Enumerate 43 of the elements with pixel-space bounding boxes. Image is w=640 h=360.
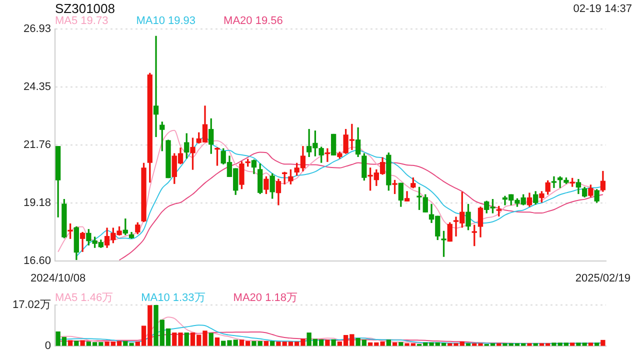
- bar: [184, 332, 189, 346]
- bar: [588, 342, 594, 346]
- text: MA20 1.18万: [233, 291, 298, 305]
- text: MA5 1.46万: [55, 291, 114, 305]
- bar: [386, 340, 391, 346]
- bar: [466, 343, 471, 346]
- y-tick-label: 21.76: [23, 139, 51, 152]
- y-tick-label: 16.60: [23, 254, 51, 267]
- bar: [325, 340, 330, 346]
- bar: [398, 342, 404, 346]
- bar: [570, 342, 575, 346]
- bar: [527, 343, 532, 346]
- series-label: MA10 1.33万: [141, 291, 206, 305]
- text: MA20 19.56: [224, 15, 283, 27]
- line-series: [58, 331, 604, 344]
- x-tick-label: 2025/02/19: [575, 272, 630, 284]
- x-tick-label: 2024/10/08: [30, 272, 86, 284]
- bar: [392, 342, 398, 346]
- bar: [600, 340, 606, 346]
- y-tick-label: 19.18: [23, 196, 51, 209]
- candlestick: [441, 230, 446, 257]
- y-tick-label: 17.02万: [12, 299, 51, 312]
- y-tick-label: 0: [44, 340, 51, 352]
- bar: [533, 343, 538, 346]
- bar: [80, 340, 85, 346]
- line-series: [118, 152, 604, 261]
- candlestick: [330, 134, 336, 156]
- line-series: [58, 324, 604, 344]
- bar: [264, 341, 269, 346]
- y-tick-label: 26.93: [23, 23, 51, 36]
- text: 02-19 14:37: [573, 3, 632, 15]
- text: MA5 19.73: [55, 15, 108, 27]
- bar: [496, 343, 502, 346]
- chart-title: SZ301008: [55, 1, 115, 16]
- text: MA10 19.93: [136, 15, 196, 27]
- bar: [270, 341, 275, 346]
- bar: [331, 339, 336, 346]
- bar: [214, 337, 220, 346]
- bar: [208, 332, 214, 346]
- y-tick-label: 24.35: [23, 80, 51, 93]
- bar: [68, 340, 73, 346]
- bar: [594, 342, 600, 346]
- bar: [74, 340, 79, 346]
